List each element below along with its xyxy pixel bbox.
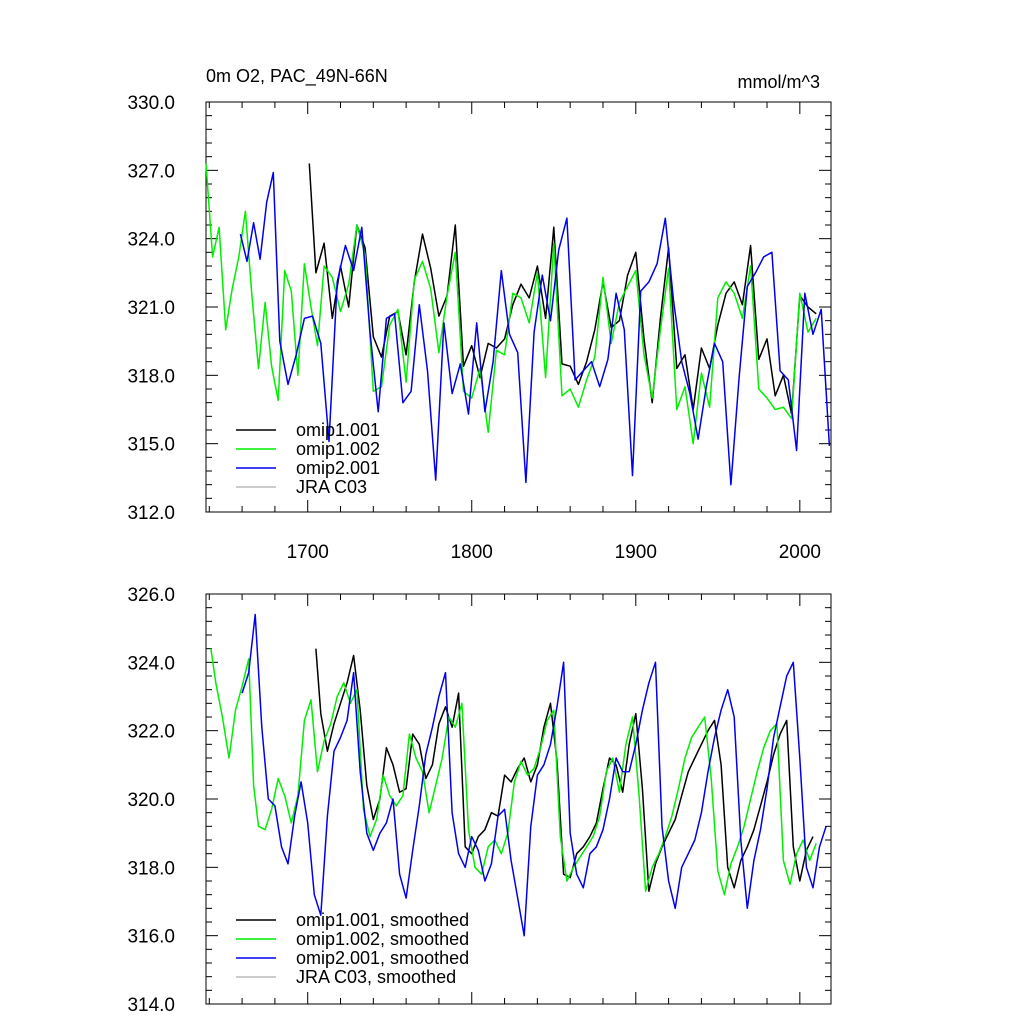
y-tick-label: 318.0: [127, 858, 175, 879]
series-lines-bottom: [210, 613, 827, 937]
chart-title: 0m O2, PAC_49N-66N: [206, 66, 388, 87]
y-tick-label: 324.0: [127, 653, 175, 674]
legend-label: JRA C03: [296, 477, 367, 497]
series-line: [239, 171, 831, 486]
x-tick-label: 1900: [615, 542, 657, 563]
y-tick-labels-bottom: 314.0 316.0 318.0 320.0 322.0 324.0 326.0: [127, 585, 175, 1016]
y-tick-labels-top: 312.0 315.0 318.0 321.0 324.0 327.0 330.0: [127, 93, 175, 524]
legend-label: JRA C03, smoothed: [296, 967, 456, 987]
tick-marks-bottom: [206, 593, 831, 1005]
legend-label: omip2.001: [296, 458, 380, 478]
x-tick-label: 1800: [451, 542, 493, 563]
legend-label: omip1.001, smoothed: [296, 910, 469, 930]
y-tick-label: 322.0: [127, 722, 175, 743]
y-tick-label: 324.0: [127, 230, 175, 251]
tick-marks-top: [206, 101, 831, 513]
y-tick-label: 327.0: [127, 161, 175, 182]
y-tick-label: 320.0: [127, 790, 175, 811]
x-tick-labels-top: 1700 1800 1900 2000: [287, 542, 821, 563]
legend-label: omip2.001, smoothed: [296, 948, 469, 968]
x-tick-label: 2000: [779, 542, 821, 563]
y-tick-label: 330.0: [127, 93, 175, 114]
legend-label: omip1.002: [296, 439, 380, 459]
y-tick-label: 318.0: [127, 366, 175, 387]
units-label: mmol/m^3: [738, 72, 820, 92]
series-line: [315, 648, 814, 892]
series-line: [308, 163, 817, 415]
x-tick-label: 1700: [287, 542, 329, 563]
y-tick-label: 321.0: [127, 298, 175, 319]
y-tick-label: 326.0: [127, 585, 175, 606]
chart-panel-top: 0m O2, PAC_49N-66N mmol/m^3 312.0315.031…: [127, 66, 832, 563]
y-tick-label: 316.0: [127, 927, 175, 948]
chart-panel-bottom: 314.0 316.0 318.0 320.0 322.0 324.0 326.0 omip…: [127, 585, 832, 1016]
series-line: [205, 163, 817, 445]
series-lines-top: [205, 163, 831, 486]
series-line: [210, 648, 817, 896]
series-line: [241, 613, 827, 937]
y-tick-label: 312.0: [127, 503, 175, 524]
y-tick-label: 315.0: [127, 435, 175, 456]
legend-label: omip1.001: [296, 420, 380, 440]
y-tick-label: 314.0: [127, 995, 175, 1016]
legend-label: omip1.002, smoothed: [296, 929, 469, 949]
